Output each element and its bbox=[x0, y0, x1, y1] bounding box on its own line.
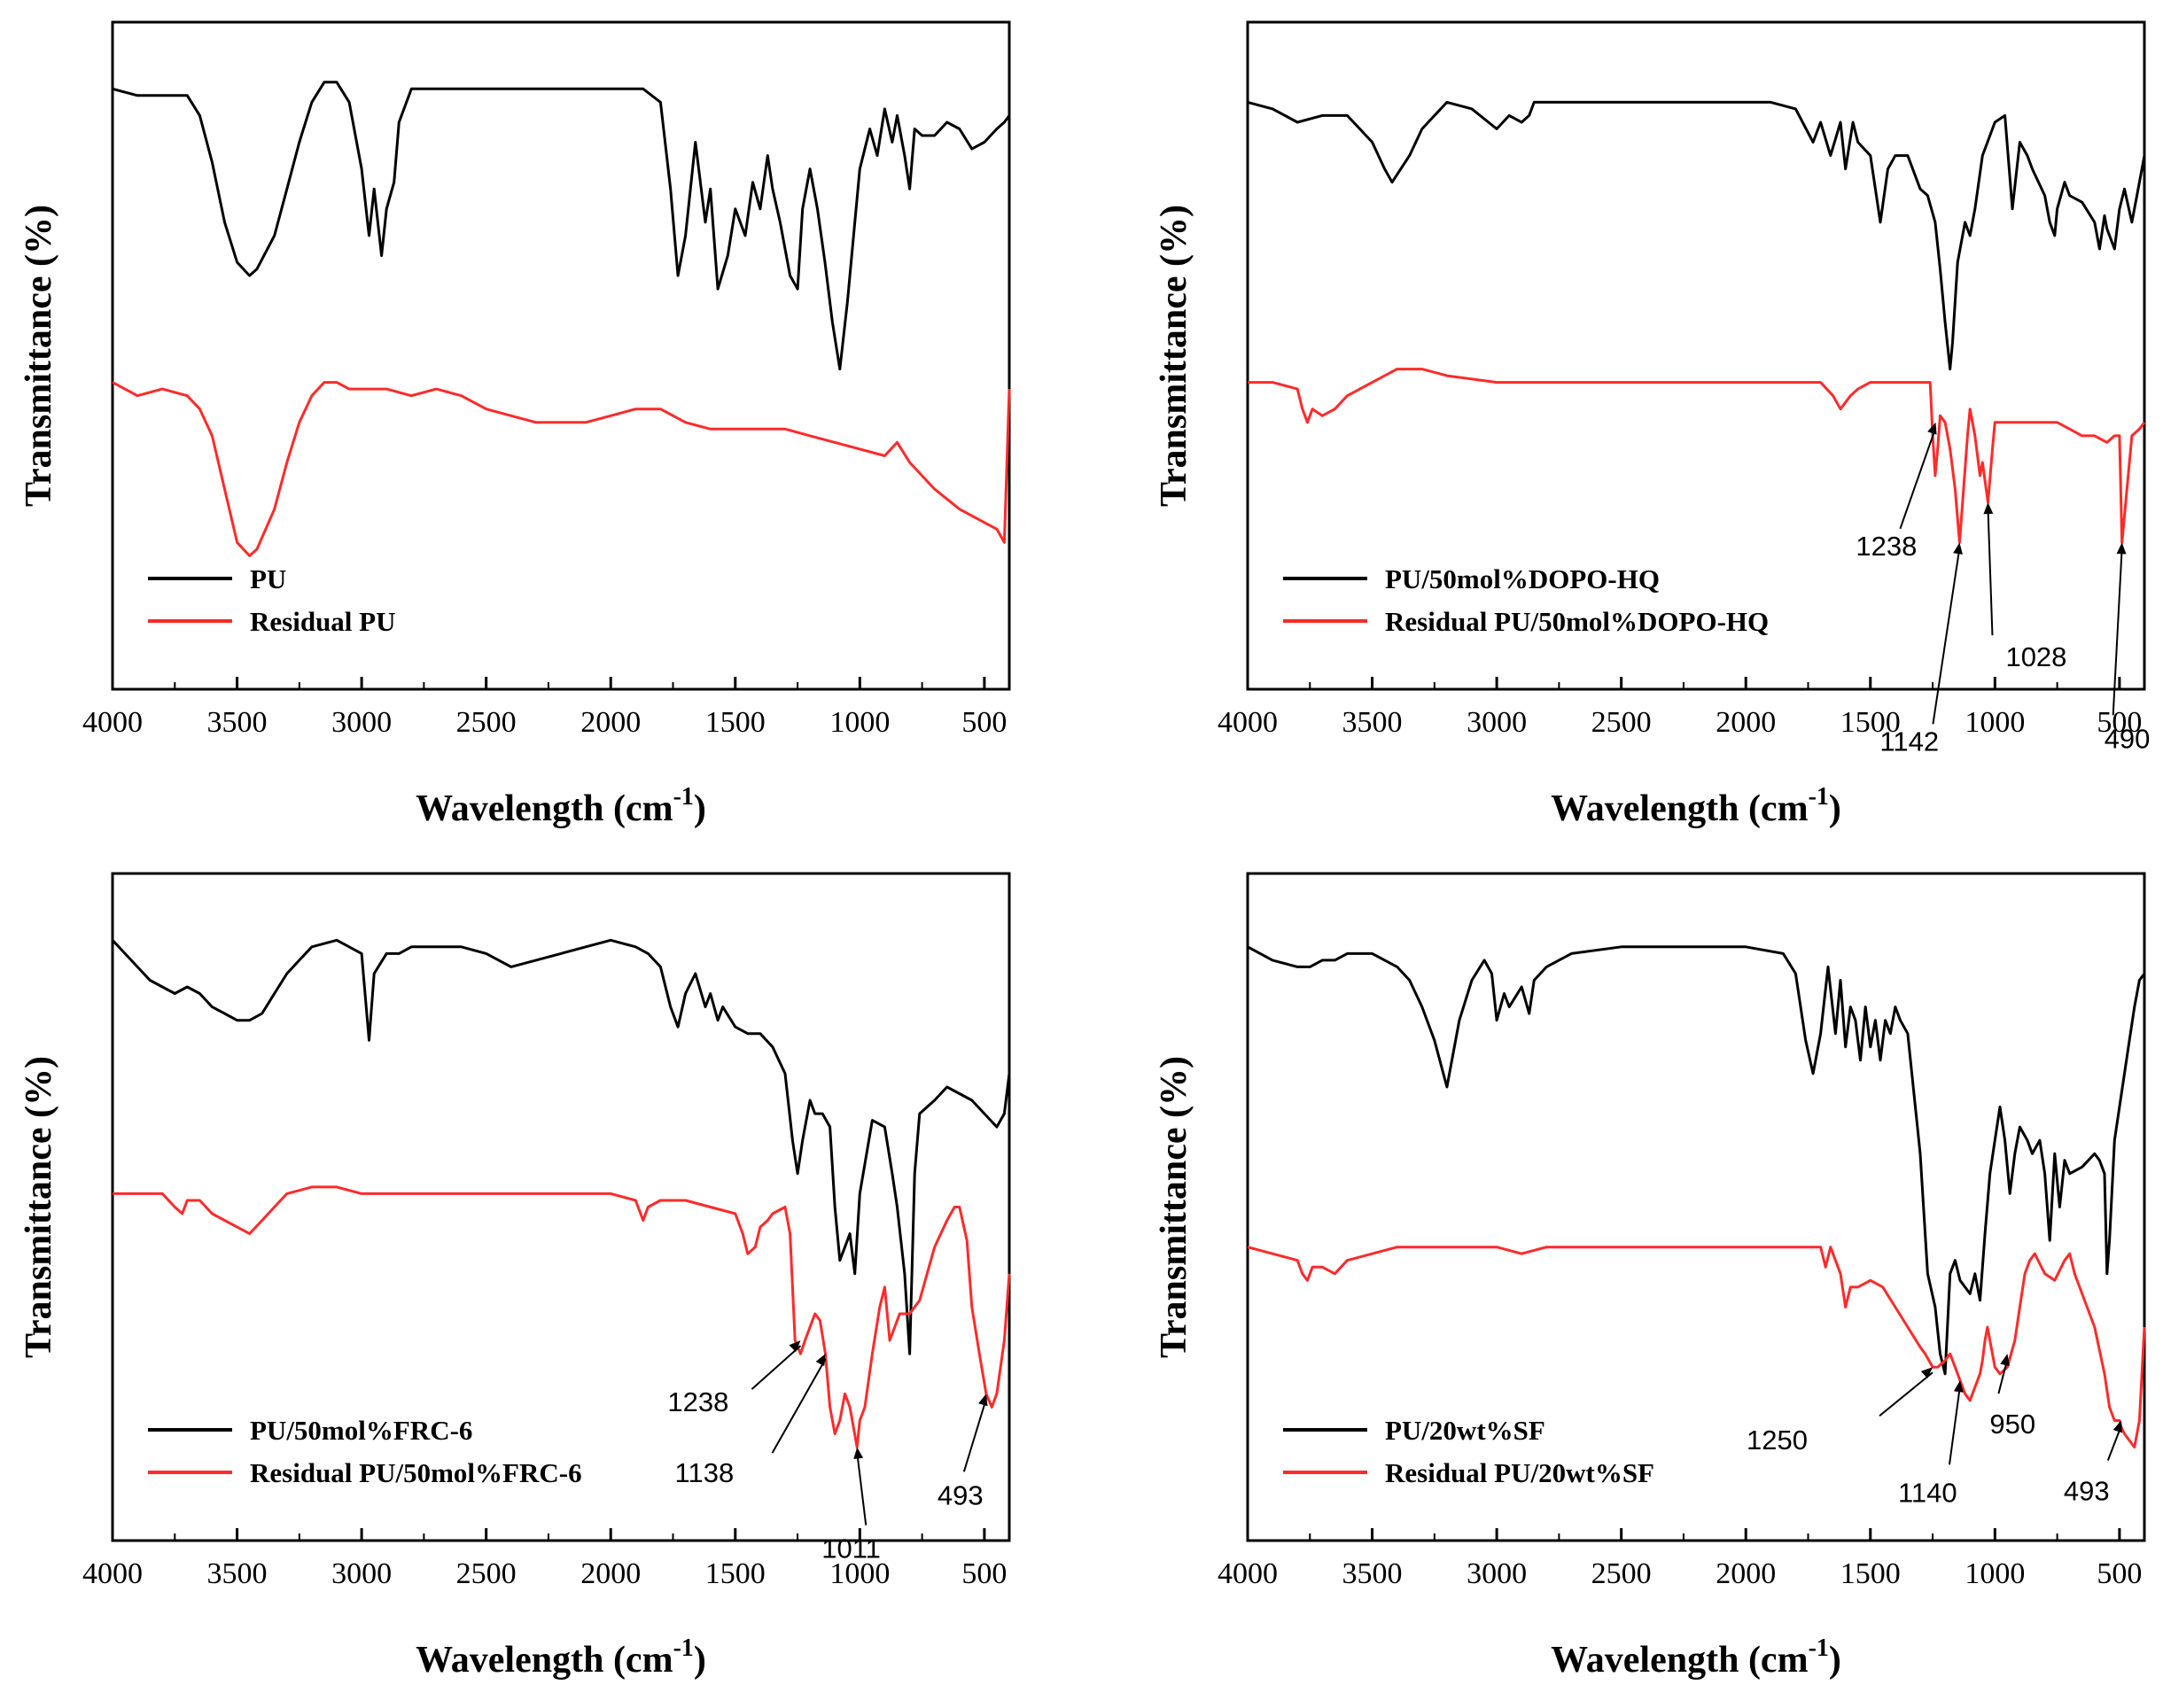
annotation-arrowhead bbox=[1983, 502, 1994, 515]
annotation-arrowhead bbox=[1953, 542, 1963, 555]
x-axis-title: Wavelength (cm-1) bbox=[1551, 783, 1841, 829]
x-tick-label: 4000 bbox=[82, 706, 143, 739]
series-line-sample bbox=[112, 81, 1011, 371]
annotation-arrowhead bbox=[1920, 1367, 1933, 1378]
annotation-arrowhead bbox=[1953, 1380, 1964, 1393]
x-tick-label: 500 bbox=[2097, 1557, 2142, 1590]
x-tick-label: 500 bbox=[2097, 706, 2142, 739]
annotation-arrow bbox=[962, 1399, 987, 1472]
annotation-arrow bbox=[1899, 427, 1937, 530]
x-tick-label: 4000 bbox=[82, 1557, 143, 1590]
x-axis-title: Wavelength (cm-1) bbox=[1551, 1634, 1841, 1681]
annotation-label: 493 bbox=[2064, 1475, 2110, 1506]
x-axis-title: Wavelength (cm-1) bbox=[416, 783, 706, 829]
panel-top-right: 4000 3500 3000 2500 2000 1500 1000 500 Wavelengt… bbox=[1154, 20, 2151, 829]
annotation-label: 1011 bbox=[821, 1533, 881, 1564]
legend-label: Residual PU bbox=[250, 606, 396, 637]
series-line-residual bbox=[113, 1185, 1011, 1449]
x-axis-title: Wavelength (cm-1) bbox=[416, 1634, 706, 1681]
annotation-arrowhead bbox=[2116, 542, 2127, 555]
plot-frame bbox=[111, 20, 1011, 691]
series-line-residual bbox=[112, 381, 1011, 557]
x-tick-label: 2500 bbox=[1591, 706, 1652, 739]
plot-frame bbox=[1246, 872, 2146, 1542]
x-tick-label: 3500 bbox=[207, 1557, 268, 1590]
annotation-arrow bbox=[2112, 547, 2123, 716]
x-tick-label: 3000 bbox=[331, 706, 392, 739]
panel-bottom-left: 4000 3500 3000 2500 2000 1500 1000 500 Wavelengt… bbox=[19, 872, 1011, 1681]
annotation-arrowhead bbox=[815, 1354, 826, 1367]
x-tick-label: 3500 bbox=[1342, 1557, 1403, 1590]
x-tick-label: 1000 bbox=[829, 1557, 890, 1590]
series-line-residual bbox=[1247, 1246, 2146, 1449]
legend-label: Residual PU/50mol%FRC-6 bbox=[250, 1457, 582, 1488]
annotation-label: 1138 bbox=[675, 1457, 735, 1488]
annotation-label: 1142 bbox=[1879, 726, 1939, 757]
y-axis-title: Transmittance (%) bbox=[1154, 1056, 1194, 1358]
x-tick-label: 2000 bbox=[1716, 1557, 1776, 1590]
x-tick-label: 500 bbox=[961, 706, 1007, 739]
annotation-label: 1238 bbox=[667, 1386, 728, 1417]
annotation-arrowhead bbox=[2112, 1420, 2122, 1433]
x-tick-label: 1500 bbox=[1840, 1557, 1901, 1590]
annotation-arrow bbox=[1932, 547, 1961, 725]
panel-bottom-right: 4000 3500 3000 2500 2000 1500 1000 500 Wavelengt… bbox=[1154, 872, 2146, 1681]
x-tick-label: 3000 bbox=[1467, 1557, 1527, 1590]
legend-label: PU/50mol%FRC-6 bbox=[250, 1415, 472, 1446]
annotation-arrow bbox=[751, 1345, 802, 1390]
legend-label: PU bbox=[250, 563, 286, 594]
x-tick-label: 1500 bbox=[705, 1557, 766, 1590]
y-axis-title: Transmittance (%) bbox=[19, 1056, 59, 1358]
y-axis-title: Transmittance (%) bbox=[19, 205, 59, 507]
annotation-arrowhead bbox=[2000, 1354, 2010, 1366]
x-tick-label: 1000 bbox=[1965, 706, 2025, 739]
annotation-label: 1140 bbox=[1898, 1477, 1957, 1508]
annotation-label: 1250 bbox=[1747, 1425, 1808, 1456]
plot-frame bbox=[1246, 20, 2146, 691]
legend-label: Residual PU/50mol%DOPO-HQ bbox=[1385, 606, 1769, 637]
annotation-arrow bbox=[1948, 1386, 1961, 1465]
series-line-sample bbox=[1247, 100, 2146, 371]
x-tick-label: 2500 bbox=[456, 706, 517, 739]
x-tick-label: 2000 bbox=[580, 706, 641, 739]
x-tick-label: 500 bbox=[961, 1557, 1007, 1590]
panel-top-left: 4000 3500 3000 2500 2000 1500 1000 500 Wavelengt… bbox=[19, 20, 1011, 829]
x-tick-label: 4000 bbox=[1218, 1557, 1278, 1590]
annotation-arrowhead bbox=[789, 1340, 801, 1353]
annotation-arrowhead bbox=[853, 1447, 864, 1460]
annotation-arrow bbox=[1987, 508, 1994, 636]
annotation-arrowhead bbox=[1927, 422, 1937, 435]
legend-label: PU/50mol%DOPO-HQ bbox=[1385, 563, 1660, 594]
legend-label: Residual PU/20wt%SF bbox=[1385, 1457, 1654, 1488]
x-tick-label: 2500 bbox=[456, 1557, 517, 1590]
series-line-sample bbox=[1247, 945, 2146, 1376]
x-tick-label: 3000 bbox=[331, 1557, 392, 1590]
plot-frame bbox=[111, 872, 1011, 1542]
annotation-label: 493 bbox=[938, 1479, 984, 1510]
annotation-arrow bbox=[771, 1358, 827, 1454]
annotation-arrowhead bbox=[978, 1394, 988, 1407]
series-line-residual bbox=[1248, 368, 2146, 544]
x-tick-label: 3500 bbox=[207, 706, 268, 739]
x-tick-label: 1000 bbox=[829, 706, 890, 739]
x-tick-label: 1000 bbox=[1965, 1557, 2025, 1590]
series-line-sample bbox=[111, 938, 1011, 1355]
annotation-label: 1238 bbox=[1856, 531, 1917, 562]
x-tick-label: 2000 bbox=[1716, 706, 1776, 739]
x-tick-label: 2500 bbox=[1591, 1557, 1652, 1590]
annotation-label: 1028 bbox=[2005, 641, 2066, 672]
annotation-arrow bbox=[856, 1452, 868, 1526]
annotation-label: 490 bbox=[2105, 723, 2151, 754]
x-tick-label: 3500 bbox=[1342, 706, 1403, 739]
legend-label: PU/20wt%SF bbox=[1385, 1415, 1545, 1446]
annotation-label: 950 bbox=[1989, 1409, 2035, 1440]
x-tick-label: 1500 bbox=[1840, 706, 1901, 739]
x-tick-label: 1500 bbox=[705, 706, 766, 739]
x-tick-label: 4000 bbox=[1218, 706, 1278, 739]
x-tick-label: 3000 bbox=[1467, 706, 1527, 739]
x-tick-label: 2000 bbox=[580, 1557, 641, 1590]
annotation-arrow bbox=[1879, 1371, 1933, 1417]
y-axis-title: Transmittance (%) bbox=[1154, 205, 1194, 507]
